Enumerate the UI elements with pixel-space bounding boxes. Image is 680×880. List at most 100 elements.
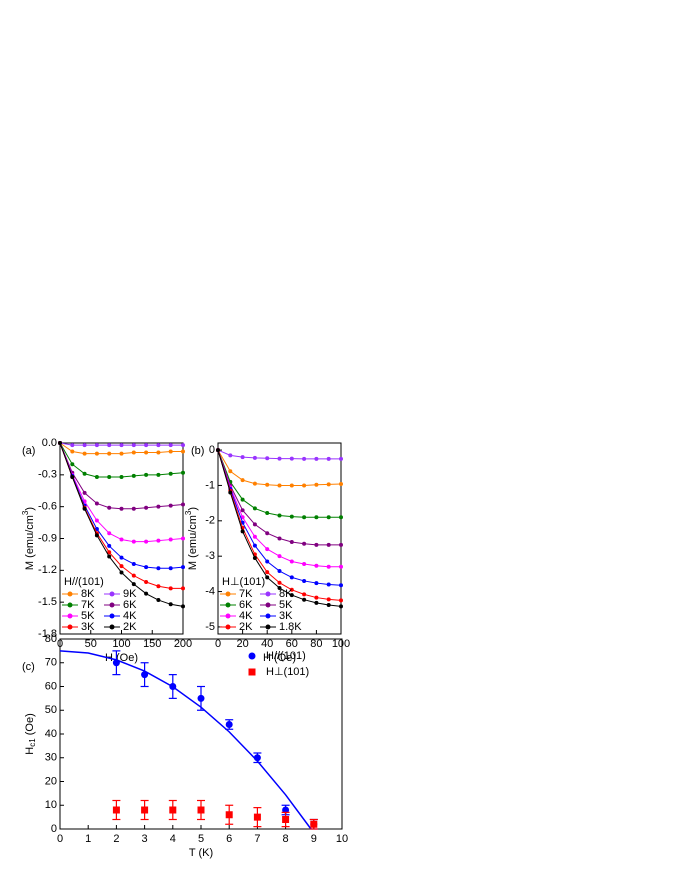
marker — [265, 482, 270, 487]
y-tick-label: -0.3 — [38, 469, 57, 481]
marker — [156, 598, 161, 603]
y-tick-label: -2 — [205, 515, 215, 527]
marker — [144, 539, 149, 544]
y-tick-label: 0 — [51, 823, 57, 835]
marker — [225, 602, 231, 608]
y-axis-label: M (emu/cm3) — [184, 507, 199, 570]
marker — [181, 449, 185, 454]
legend-label: 3K — [279, 610, 293, 622]
x-tick-label: 100 — [112, 638, 130, 650]
y-tick-label: -1.8 — [38, 628, 57, 640]
legend-label: 2K — [123, 621, 137, 633]
y-tick-label: -5 — [205, 621, 215, 633]
legend-label: 4K — [123, 610, 137, 622]
marker — [216, 448, 220, 453]
marker — [144, 443, 149, 448]
x-tick-label: 0 — [57, 833, 63, 845]
marker — [168, 602, 173, 607]
marker — [109, 591, 115, 597]
x-tick-label: 200 — [174, 638, 192, 650]
marker — [248, 652, 256, 660]
marker — [144, 565, 149, 570]
marker — [289, 587, 294, 592]
marker — [326, 582, 331, 587]
marker — [82, 490, 87, 495]
y-tick-label: 0 — [209, 444, 215, 456]
marker — [107, 474, 112, 479]
x-tick-label: 2 — [113, 833, 119, 845]
marker — [277, 536, 282, 541]
y-tick-label: 20 — [45, 775, 57, 787]
marker — [144, 450, 149, 455]
marker — [107, 531, 112, 536]
legend-label: 5K — [279, 599, 293, 611]
marker — [67, 624, 73, 630]
panel-label: (a) — [22, 445, 35, 457]
marker — [326, 542, 331, 547]
marker — [339, 604, 343, 609]
marker — [107, 543, 112, 548]
marker — [119, 555, 124, 560]
x-tick-label: 3 — [142, 833, 148, 845]
y-tick-label: -1 — [205, 479, 215, 491]
marker — [240, 497, 245, 502]
marker — [289, 514, 294, 519]
marker — [156, 584, 161, 589]
y-tick-label: 10 — [45, 799, 57, 811]
y-tick-label: -3 — [205, 550, 215, 562]
panel-label: (c) — [22, 661, 35, 673]
marker — [252, 543, 257, 548]
marker — [82, 443, 87, 448]
marker — [181, 502, 185, 507]
marker — [181, 586, 185, 591]
y-tick-label: 50 — [45, 704, 57, 716]
marker — [277, 580, 282, 585]
x-tick-label: 1 — [85, 833, 91, 845]
marker — [289, 456, 294, 461]
legend-label: 4K — [239, 610, 253, 622]
marker — [289, 483, 294, 488]
marker — [265, 511, 270, 516]
marker — [67, 602, 73, 608]
marker — [131, 473, 136, 478]
legend-label: 9K — [123, 588, 137, 600]
marker — [197, 694, 205, 702]
marker — [326, 597, 331, 602]
marker — [225, 811, 233, 819]
marker — [228, 453, 233, 458]
marker — [141, 806, 149, 814]
marker — [339, 583, 343, 588]
marker — [156, 443, 161, 448]
legend-label: 8K — [279, 588, 293, 600]
x-tick-label: 4 — [170, 833, 176, 845]
marker — [156, 538, 161, 543]
marker — [282, 816, 290, 823]
marker — [265, 613, 271, 619]
y-tick-label: 70 — [45, 657, 57, 669]
marker — [225, 624, 231, 630]
x-tick-label: 0 — [215, 638, 221, 650]
fit-line — [59, 650, 312, 830]
x-tick-label: 7 — [254, 833, 260, 845]
marker — [181, 536, 185, 541]
marker — [265, 624, 271, 630]
y-axis-label: M (emu/cm3) — [21, 507, 36, 570]
x-tick-label: 20 — [236, 638, 248, 650]
marker — [314, 456, 319, 461]
marker — [168, 443, 173, 448]
legend-title: H⊥(101) — [222, 576, 265, 588]
marker — [144, 472, 149, 477]
marker — [265, 531, 270, 536]
marker — [168, 537, 173, 542]
marker — [252, 506, 257, 511]
y-axis-label-part: 3 — [21, 510, 30, 515]
y-tick-label: -0.9 — [38, 532, 57, 544]
y-tick-label: 80 — [45, 633, 57, 645]
marker — [141, 671, 149, 679]
marker — [277, 483, 282, 488]
marker — [265, 547, 270, 552]
marker — [58, 441, 62, 445]
marker — [70, 474, 75, 479]
marker — [119, 537, 124, 542]
